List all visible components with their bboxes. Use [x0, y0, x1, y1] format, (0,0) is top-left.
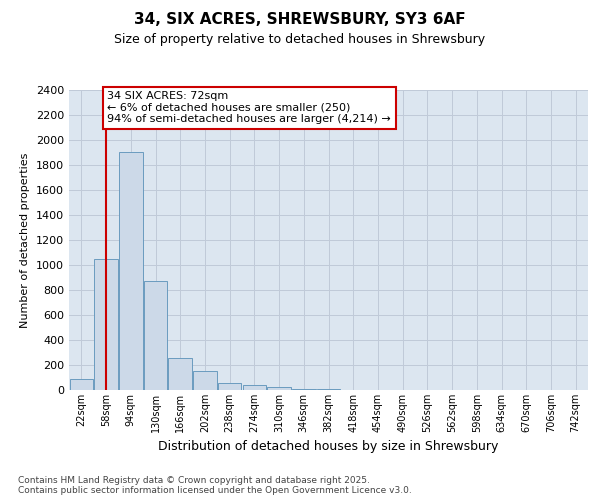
Bar: [218, 382, 241, 390]
Bar: [193, 371, 217, 390]
Bar: [70, 379, 93, 390]
Text: 34, SIX ACRES, SHREWSBURY, SY3 6AF: 34, SIX ACRES, SHREWSBURY, SY3 6AF: [134, 12, 466, 28]
Text: Contains HM Land Registry data © Crown copyright and database right 2025.
Contai: Contains HM Land Registry data © Crown c…: [18, 476, 412, 495]
Bar: [144, 281, 167, 390]
Text: Size of property relative to detached houses in Shrewsbury: Size of property relative to detached ho…: [115, 32, 485, 46]
Bar: [292, 388, 316, 390]
Bar: [94, 260, 118, 390]
Bar: [242, 385, 266, 390]
Bar: [169, 358, 192, 390]
X-axis label: Distribution of detached houses by size in Shrewsbury: Distribution of detached houses by size …: [158, 440, 499, 454]
Y-axis label: Number of detached properties: Number of detached properties: [20, 152, 31, 328]
Text: 34 SIX ACRES: 72sqm
← 6% of detached houses are smaller (250)
94% of semi-detach: 34 SIX ACRES: 72sqm ← 6% of detached hou…: [107, 91, 391, 124]
Bar: [119, 152, 143, 390]
Bar: [268, 387, 291, 390]
